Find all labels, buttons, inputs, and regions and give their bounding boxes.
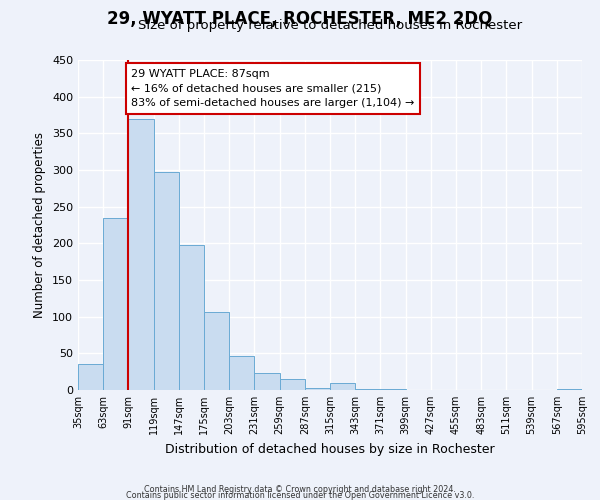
Text: Contains public sector information licensed under the Open Government Licence v3: Contains public sector information licen… bbox=[126, 490, 474, 500]
Bar bbox=[154, 172, 179, 390]
Bar bbox=[128, 118, 154, 390]
Bar bbox=[229, 356, 254, 390]
Text: Contains HM Land Registry data © Crown copyright and database right 2024.: Contains HM Land Registry data © Crown c… bbox=[144, 484, 456, 494]
X-axis label: Distribution of detached houses by size in Rochester: Distribution of detached houses by size … bbox=[165, 442, 495, 456]
Bar bbox=[78, 364, 103, 390]
Bar bbox=[204, 312, 229, 390]
Bar bbox=[179, 245, 204, 390]
Bar bbox=[557, 388, 582, 390]
Title: Size of property relative to detached houses in Rochester: Size of property relative to detached ho… bbox=[138, 20, 522, 32]
Bar bbox=[254, 373, 280, 390]
Y-axis label: Number of detached properties: Number of detached properties bbox=[34, 132, 46, 318]
Bar bbox=[330, 382, 355, 390]
Text: 29, WYATT PLACE, ROCHESTER, ME2 2DQ: 29, WYATT PLACE, ROCHESTER, ME2 2DQ bbox=[107, 10, 493, 28]
Bar bbox=[305, 388, 330, 390]
Bar bbox=[280, 379, 305, 390]
Bar bbox=[355, 388, 380, 390]
Bar bbox=[103, 218, 128, 390]
Text: 29 WYATT PLACE: 87sqm
← 16% of detached houses are smaller (215)
83% of semi-det: 29 WYATT PLACE: 87sqm ← 16% of detached … bbox=[131, 69, 415, 108]
